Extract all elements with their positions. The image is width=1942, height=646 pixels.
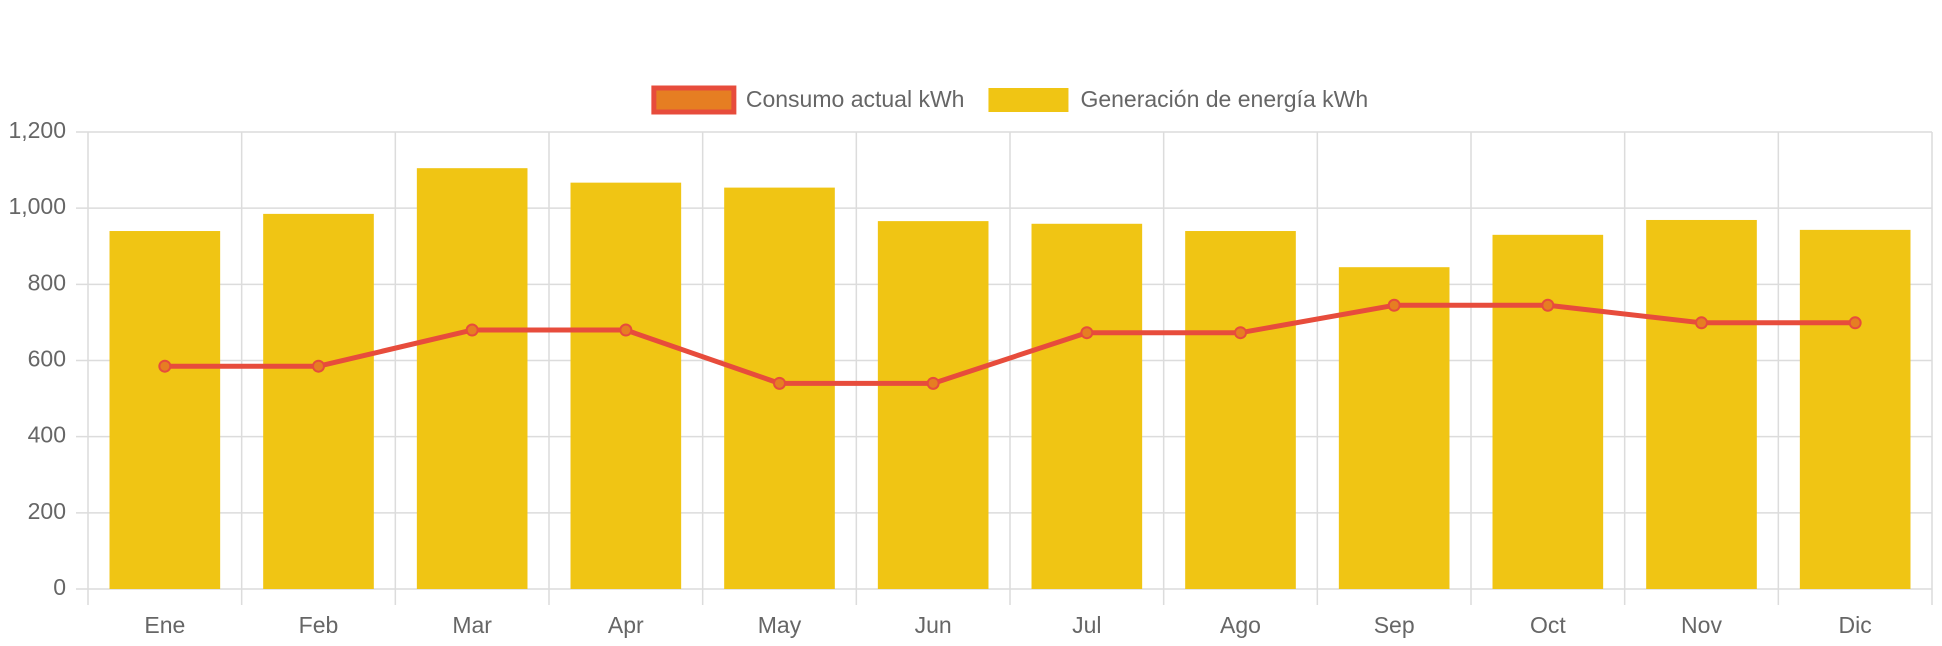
bar — [1185, 231, 1296, 589]
y-tick-label: 1,000 — [8, 193, 66, 219]
line-point — [1387, 298, 1401, 312]
line-point — [465, 323, 479, 337]
y-tick-label: 1,200 — [8, 117, 66, 143]
y-tick-label: 800 — [28, 269, 66, 295]
legend-label: Consumo actual kWh — [746, 86, 965, 112]
x-tick-label: Ago — [1220, 612, 1261, 638]
bar — [1646, 219, 1757, 589]
line-point — [619, 323, 633, 337]
x-tick-label: Dic — [1839, 612, 1872, 638]
bar — [416, 168, 528, 589]
x-tick-label: Sep — [1374, 612, 1415, 638]
y-tick-label: 400 — [28, 422, 66, 448]
x-tick-label: Feb — [299, 612, 339, 638]
line-point — [1695, 316, 1708, 330]
x-tick-label: Ene — [144, 612, 185, 638]
bar — [1338, 267, 1450, 589]
bar — [570, 182, 682, 590]
bar — [109, 231, 221, 589]
x-tick-label: Jun — [915, 612, 952, 638]
legend-label: Generación de energía kWh — [1080, 86, 1368, 112]
line-point — [773, 376, 786, 390]
y-tick-label: 200 — [28, 498, 66, 524]
legend-swatch — [651, 85, 737, 115]
line-point — [1234, 326, 1247, 340]
bar — [1031, 223, 1143, 590]
x-tick-label: Mar — [452, 612, 492, 638]
line-point — [1848, 316, 1862, 330]
x-tick-label: Apr — [608, 612, 644, 638]
line-point — [1541, 298, 1555, 312]
line — [164, 302, 1856, 386]
bar — [1492, 234, 1604, 589]
line-point — [158, 359, 172, 373]
x-tick-label: Oct — [1530, 612, 1566, 638]
x-tick-label: Nov — [1681, 612, 1722, 638]
x-tick-label: Jul — [1072, 612, 1101, 638]
y-tick-label: 600 — [28, 346, 66, 372]
bar — [877, 221, 989, 590]
bar — [263, 213, 374, 590]
y-tick-label: 0 — [53, 574, 66, 600]
line-point — [926, 376, 940, 390]
line-point — [1080, 326, 1094, 340]
bar — [1799, 229, 1911, 590]
line-point — [312, 359, 325, 373]
legend: Consumo actual kWh Generación de energía … — [651, 85, 1368, 115]
legend-swatch — [988, 88, 1069, 112]
x-tick-label: May — [758, 612, 802, 638]
